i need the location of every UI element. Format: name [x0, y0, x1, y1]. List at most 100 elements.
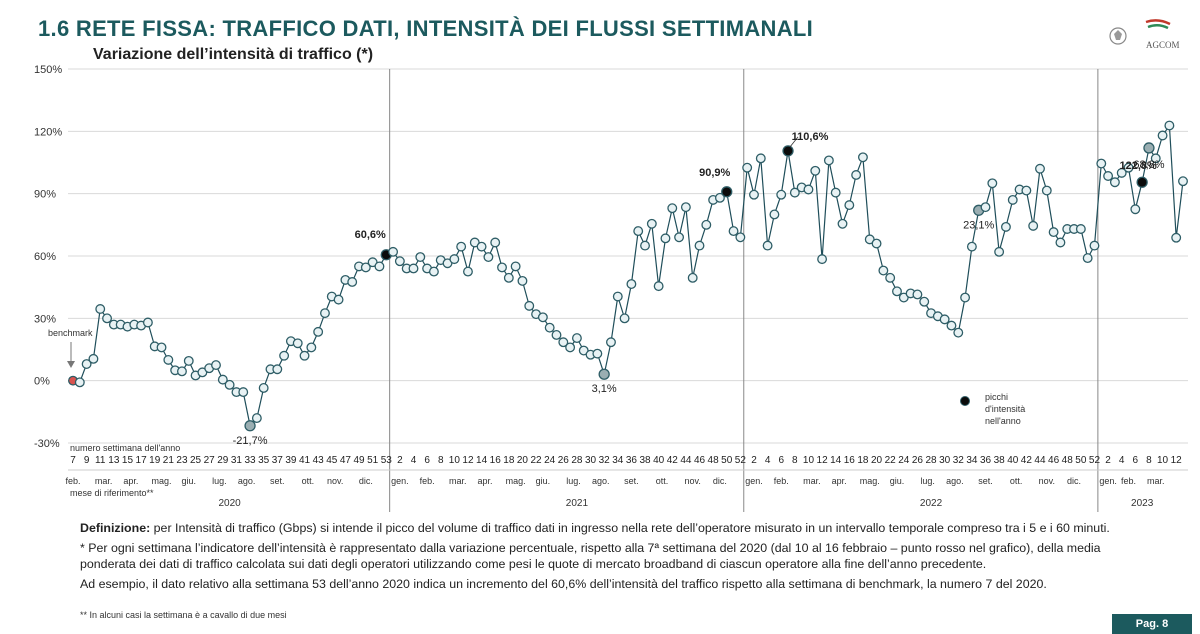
data-point — [640, 240, 650, 251]
y-tick-label: 30% — [34, 313, 56, 325]
month-label: mar. — [449, 476, 467, 486]
data-point — [374, 261, 385, 272]
data-point — [742, 162, 753, 173]
week-tick-label: 44 — [1034, 455, 1046, 466]
data-point — [1116, 167, 1127, 178]
data-point — [299, 350, 310, 361]
data-point — [953, 327, 964, 338]
page-title: 1.6 RETE FISSA: TRAFFICO DATI, INTENSITÀ… — [38, 16, 814, 41]
data-point — [428, 266, 439, 277]
year-label: 2021 — [566, 498, 589, 509]
data-point — [551, 330, 562, 340]
data-point — [1082, 253, 1093, 264]
week-tick-label: 18 — [503, 455, 515, 466]
data-point — [817, 254, 828, 265]
data-point — [258, 382, 269, 393]
week-tick-label: 10 — [803, 455, 815, 466]
value-label: 60,6% — [355, 229, 386, 241]
month-label: feb. — [1121, 476, 1136, 486]
week-tick-label: 49 — [353, 455, 365, 466]
data-point — [517, 275, 528, 286]
data-point — [619, 313, 630, 324]
data-point — [980, 202, 991, 213]
week-tick-label: 29 — [217, 455, 229, 466]
week-tick-label: 36 — [980, 455, 992, 466]
week-tick-label: 34 — [966, 455, 978, 466]
data-point — [544, 322, 555, 333]
data-point — [1157, 130, 1168, 141]
month-label: ago. — [592, 476, 610, 486]
data-point — [1035, 163, 1045, 174]
week-tick-label: 26 — [558, 455, 570, 466]
week-tick-label: 4 — [411, 455, 417, 466]
data-point — [960, 292, 971, 303]
data-point — [680, 202, 691, 213]
data-point — [183, 355, 194, 366]
month-label: ott. — [1010, 476, 1023, 486]
month-label: ott. — [302, 476, 315, 486]
note-example: Ad esempio, il dato relativo alla settim… — [80, 576, 1047, 591]
data-point — [687, 272, 698, 283]
week-tick-label: 2 — [397, 455, 403, 466]
week-tick-label: 26 — [912, 455, 924, 466]
data-point — [946, 320, 957, 331]
data-point — [1028, 220, 1039, 231]
data-point — [272, 364, 283, 375]
month-label: set. — [270, 476, 285, 486]
data-point — [156, 342, 167, 353]
data-point — [347, 277, 358, 287]
week-tick-label: 20 — [871, 455, 883, 466]
data-point — [1089, 240, 1100, 251]
week-tick-label: 18 — [857, 455, 869, 466]
footnote: ** In alcuni casi la settimana è a caval… — [80, 610, 287, 620]
week-tick-label: 32 — [953, 455, 965, 466]
week-tick-label: 35 — [258, 455, 270, 466]
week-tick-label: 20 — [517, 455, 529, 466]
week-tick-label: 48 — [1062, 455, 1074, 466]
data-point — [851, 170, 862, 180]
data-point — [333, 294, 344, 305]
month-label: mag. — [860, 476, 880, 486]
week-tick-label: 6 — [778, 455, 784, 466]
data-point — [966, 241, 977, 252]
data-point — [279, 350, 290, 361]
highlight-marker — [782, 145, 794, 157]
month-axis-title: mese di riferimento** — [70, 488, 154, 498]
data-point — [885, 272, 896, 283]
data-point — [646, 218, 657, 229]
week-tick-label: 12 — [817, 455, 829, 466]
data-point — [871, 238, 882, 249]
data-point — [1178, 176, 1188, 187]
legend-text: nell'anno — [985, 416, 1021, 426]
week-tick-label: 53 — [381, 455, 393, 466]
definition-paragraph: Definizione: per Intensità di traffico (… — [80, 520, 1130, 537]
data-point — [1171, 232, 1182, 243]
agcom-logo-icon — [1109, 19, 1171, 45]
data-point — [490, 237, 501, 248]
data-point — [1164, 120, 1175, 131]
data-point — [1103, 171, 1114, 181]
month-label: gen. — [745, 476, 763, 486]
week-tick-label: 40 — [1007, 455, 1019, 466]
week-tick-label: 17 — [136, 455, 148, 466]
week-tick-label: 52 — [1089, 455, 1101, 466]
week-tick-label: 42 — [1021, 455, 1033, 466]
data-point — [394, 256, 405, 267]
week-tick-label: 22 — [885, 455, 897, 466]
data-point — [537, 312, 548, 323]
month-label: giu. — [182, 476, 197, 486]
week-tick-label: 45 — [326, 455, 338, 466]
data-point — [217, 374, 228, 385]
logo-text: AGCOM — [1146, 40, 1180, 50]
data-point — [837, 218, 848, 229]
week-tick-label: 22 — [531, 455, 543, 466]
data-point — [1000, 221, 1011, 232]
y-tick-label: 120% — [34, 126, 62, 138]
data-point — [994, 246, 1005, 257]
data-point — [1123, 162, 1134, 173]
month-label: mar. — [803, 476, 821, 486]
data-point — [912, 289, 923, 300]
month-label: feb. — [420, 476, 435, 486]
week-tick-label: 6 — [1133, 455, 1139, 466]
data-point — [803, 184, 814, 195]
